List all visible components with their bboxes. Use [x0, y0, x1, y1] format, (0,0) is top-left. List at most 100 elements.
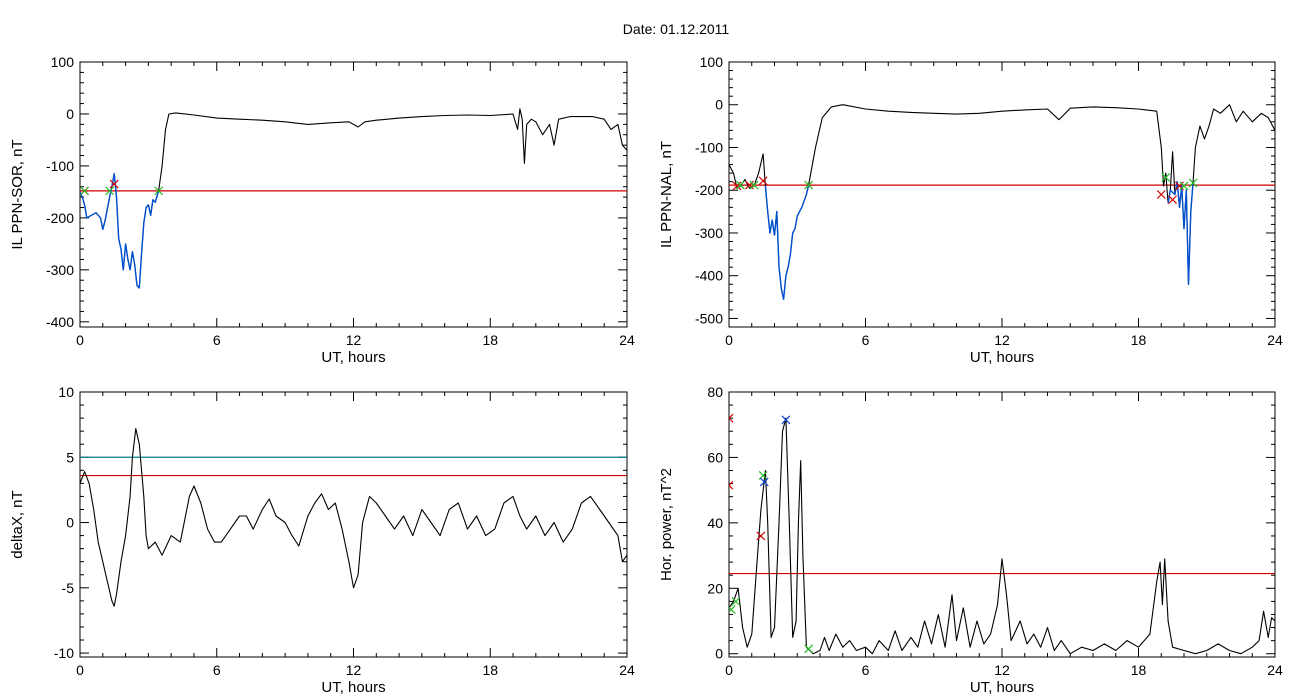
cross-marker	[759, 477, 769, 487]
y-tick-label: -100	[46, 158, 74, 174]
y-axis-title: Hor. power, nT^2	[658, 468, 675, 581]
cross-marker-stroke	[105, 186, 115, 196]
y-tick-label: -400	[46, 314, 74, 330]
cross-marker-stroke	[729, 417, 734, 423]
panel-bottom-right: 0 6 12 18 24 80 60 40 20 0 UT, hours Hor. power, nT…	[658, 384, 1283, 696]
x-tick-label: 0	[725, 332, 733, 348]
plot-frame	[79, 391, 628, 658]
cross-marker	[1161, 172, 1171, 182]
y-tick-label: -400	[695, 268, 723, 284]
y-axis-title: IL PPN-NAL, nT	[658, 141, 675, 248]
cross-marker-stroke	[758, 176, 768, 186]
panel-top-left: 0 6 12 18 24 100 0 -100 -200 -300 -400 UT, hours IL …	[9, 54, 635, 366]
x-tick-label: 0	[76, 662, 84, 678]
cross-marker	[109, 179, 119, 189]
cross-marker-stroke	[729, 480, 734, 487]
cross-marker-stroke	[756, 531, 766, 541]
x-axis-title: UT, hours	[321, 349, 385, 366]
cross-marker	[105, 186, 115, 196]
cross-marker	[749, 180, 759, 190]
x-tick-label: 0	[725, 662, 733, 678]
y-tick-label: 10	[58, 384, 74, 400]
cross-marker	[1188, 178, 1198, 188]
series-line	[729, 104, 1275, 300]
y-tick-label: 0	[66, 515, 74, 531]
y-tick-label: -5	[62, 580, 75, 596]
cross-marker	[1168, 195, 1178, 205]
plot-area	[729, 413, 1275, 655]
cross-marker	[804, 180, 814, 190]
plot-area	[729, 104, 1275, 300]
y-tick-label: -200	[695, 182, 723, 198]
y-tick-label: -100	[695, 139, 723, 155]
y-axis-title: deltaX, nT	[9, 490, 26, 558]
cross-marker-stroke	[759, 477, 769, 487]
cross-marker-stroke	[729, 413, 734, 420]
cross-marker	[732, 181, 742, 191]
series-highlight	[80, 173, 160, 289]
x-tick-label: 6	[862, 332, 870, 348]
cross-marker	[80, 186, 89, 196]
series-highlight	[1167, 181, 1194, 285]
x-axis-title: UT, hours	[970, 679, 1034, 696]
x-tick-label: 18	[1131, 662, 1147, 678]
plot-area	[80, 108, 627, 289]
y-tick-label: 100	[700, 54, 724, 70]
cross-marker-stroke	[1168, 195, 1178, 205]
y-axis-title: IL PPN-SOR, nT	[9, 139, 26, 249]
y-tick-label: 0	[715, 646, 723, 662]
x-tick-label: 24	[619, 662, 635, 678]
plot-frame	[728, 391, 1276, 658]
x-tick-label: 18	[482, 332, 498, 348]
x-tick-label: 12	[994, 332, 1010, 348]
cross-marker	[154, 186, 164, 196]
cross-marker-stroke	[804, 180, 814, 190]
cross-marker	[729, 605, 736, 614]
x-tick-label: 12	[994, 662, 1010, 678]
x-tick-label: 24	[1267, 662, 1283, 678]
cross-marker-stroke	[80, 186, 89, 196]
plot-area	[80, 428, 627, 607]
x-tick-label: 18	[1131, 332, 1147, 348]
cross-marker-stroke	[729, 484, 734, 490]
cross-marker	[756, 531, 766, 541]
y-tick-label: 20	[707, 580, 723, 596]
x-tick-label: 24	[619, 332, 635, 348]
series-highlight	[764, 184, 810, 300]
panel-top-right: 0 6 12 18 24 100 0 -100 -200 -300 -400 -500 UT, hour…	[658, 54, 1283, 366]
y-tick-label: -10	[54, 645, 74, 661]
y-tick-label: 80	[707, 384, 723, 400]
y-tick-label: 5	[66, 449, 74, 465]
cross-marker-stroke	[1179, 181, 1189, 191]
y-tick-label: 0	[715, 97, 723, 113]
x-axis-title: UT, hours	[970, 349, 1034, 366]
cross-marker-stroke	[1161, 172, 1171, 182]
series-line	[80, 108, 627, 289]
y-tick-label: 40	[707, 515, 723, 531]
cross-marker-stroke	[732, 181, 742, 191]
x-tick-label: 12	[346, 332, 362, 348]
cross-marker	[729, 480, 734, 490]
y-tick-label: -200	[46, 210, 74, 226]
cross-marker-stroke	[154, 186, 164, 196]
cross-marker-stroke	[1156, 190, 1166, 199]
cross-marker	[735, 180, 745, 190]
cross-marker	[731, 596, 741, 606]
cross-marker	[1179, 181, 1189, 191]
x-tick-label: 24	[1267, 332, 1283, 348]
series-line	[80, 428, 627, 607]
cross-marker	[781, 415, 791, 425]
cross-marker	[729, 413, 734, 423]
cross-marker-stroke	[749, 180, 759, 190]
y-tick-label: -500	[695, 310, 723, 326]
cross-marker	[1156, 190, 1166, 199]
x-tick-label: 0	[76, 332, 84, 348]
x-tick-label: 18	[482, 662, 498, 678]
panel-bottom-left: 0 6 12 18 24 10 5 0 -5 -10 UT, hours deltaX, nT	[9, 384, 635, 696]
y-tick-label: 100	[51, 54, 75, 70]
x-axis-title: UT, hours	[321, 679, 385, 696]
x-tick-label: 12	[346, 662, 362, 678]
y-tick-label: 60	[707, 449, 723, 465]
cross-marker-stroke	[731, 596, 741, 606]
